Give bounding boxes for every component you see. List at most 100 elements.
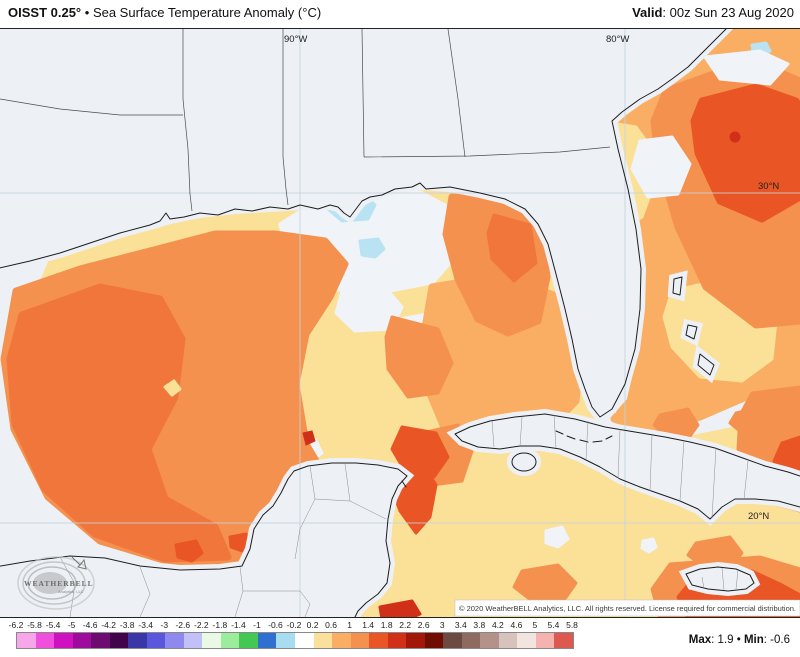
colorbar-tick: -1 — [253, 620, 261, 630]
colorbar-cell — [387, 633, 407, 648]
colorbar-cell — [294, 633, 314, 648]
bahama-bank-yellow — [696, 297, 720, 326]
valid-time: Valid: 00z Sun 23 Aug 2020 — [632, 5, 794, 20]
colorbar-tick: 5.4 — [547, 620, 560, 630]
min-label: Min — [743, 634, 764, 646]
colorbar-tick: -5 — [67, 620, 76, 630]
valid-label: Valid — [632, 5, 663, 20]
carib-white-1 — [544, 525, 570, 549]
label-30n: 30°N — [758, 181, 779, 192]
campeche-red-1 — [174, 539, 204, 563]
colorbar-tick: -0.2 — [286, 620, 302, 630]
colorbar-cell — [443, 633, 462, 648]
midgulf-red-blob — [390, 425, 450, 479]
colorbar-tick: 4.6 — [510, 620, 523, 630]
colorbar-tick: 0.6 — [325, 620, 337, 630]
colorbar-cell — [369, 633, 388, 648]
maxmin-dot: • — [733, 634, 744, 646]
logo-arrow-icon — [71, 556, 87, 570]
product-title: OISST 0.25° • Sea Surface Temperature An… — [8, 5, 321, 20]
graticule — [0, 29, 800, 617]
bahama-islet-coasts — [672, 276, 715, 376]
colorbar-cell — [554, 633, 573, 648]
panhandle-deep-core — [486, 213, 538, 283]
copyright-strip: © 2020 WeatherBELL Analytics, LLC. All r… — [454, 599, 800, 617]
colorbar-cell — [183, 633, 203, 648]
logo-wordmark: WEATHERBELL — [24, 579, 94, 588]
max-colon: : — [711, 634, 718, 646]
mexico-coastline — [0, 462, 408, 620]
map-canvas: 90°W 80°W 30°N 20°N WEATHERBELL Analytic… — [0, 19, 800, 624]
colorbar-tick: -1.4 — [231, 620, 246, 630]
colorbar-cell — [54, 633, 73, 648]
central-gulf-orange-tongue — [384, 315, 454, 399]
colorbar-tick: 2.6 — [417, 620, 430, 630]
label-80w: 80°W — [606, 34, 629, 45]
colorbar-cell — [202, 633, 221, 648]
atlantic-white-2 — [703, 49, 790, 86]
colorbar-tick: -0.6 — [268, 620, 283, 630]
colorbar-tick: -3 — [160, 620, 169, 630]
colorbar-cell — [332, 633, 351, 648]
min-colon: : — [763, 634, 771, 646]
label-90w: 90°W — [284, 34, 307, 45]
colorbar-tick: -3.8 — [119, 620, 135, 630]
midgulf-dark-speck — [302, 430, 316, 446]
colorbar-cell — [17, 633, 36, 648]
colorbar-tick: 4.2 — [491, 620, 504, 630]
copyright-text: © 2020 WeatherBELL Analytics, LLC. All r… — [459, 605, 796, 613]
colorbar-cell — [517, 633, 536, 648]
min-value: -0.6 — [770, 634, 790, 646]
max-min-readout: Max: 1.9 • Min: -0.6 — [689, 634, 790, 646]
delta-cyan-small — [358, 237, 386, 259]
sst-anomaly-map: 90°W 80°W 30°N 20°N WEATHERBELL Analytic… — [0, 19, 800, 624]
colorbar-cell — [535, 633, 555, 648]
colorbar-tick: 2.2 — [399, 620, 412, 630]
colorbar-tick: 1.8 — [380, 620, 393, 630]
colorbar-cell — [257, 633, 277, 648]
colorbar-tick: 5.8 — [566, 620, 578, 630]
product-subtitle: Sea Surface Temperature Anomaly (°C) — [92, 5, 322, 20]
atlantic-white-1 — [630, 135, 692, 199]
atlantic-red-core — [690, 83, 800, 223]
carib-white-2 — [640, 537, 658, 554]
colorbar-tick: 5 — [532, 620, 538, 630]
colorbar-zone: -6.2 -5.8 -5.4 -5 -4.6 -4.2 -3.8 -3.4 -3 -2.6 -2.2… — [0, 618, 800, 657]
logo-subtext: Analytics, LLC — [58, 589, 84, 594]
weatherbell-logo: WEATHERBELL Analytics, LLC — [17, 556, 95, 610]
colorbar-cell — [498, 633, 518, 648]
colorbar-tick: -5.4 — [45, 620, 61, 630]
colorbar-tick: -1.8 — [212, 620, 228, 630]
valid-colon: : — [662, 5, 670, 20]
colorbar-cell — [128, 633, 147, 648]
cuba-coastline — [454, 413, 800, 520]
colorbar-tick: 0.2 — [306, 620, 319, 630]
colorbar-cell — [109, 633, 129, 648]
colorbar-cell — [461, 633, 481, 648]
max-value: 1.9 — [717, 634, 734, 646]
isla-juventud-coast — [511, 452, 537, 472]
colorbar-tick: 3 — [439, 620, 445, 630]
colorbar-cell — [313, 633, 333, 648]
colorbar-tick: -2.2 — [194, 620, 209, 630]
colorbar-cell — [220, 633, 240, 648]
colorbar-cell — [424, 633, 444, 648]
colorbar-cell — [239, 633, 258, 648]
colorbar-cell — [406, 633, 425, 648]
colorbar-tick: 1.4 — [362, 620, 375, 630]
atlantic-dark-red-dot — [729, 131, 741, 143]
colorbar-tick: 3.4 — [454, 620, 467, 630]
max-label: Max — [688, 634, 712, 646]
colorbar-cell — [165, 633, 184, 648]
header-bar: OISST 0.25° • Sea Surface Temperature An… — [0, 0, 800, 28]
colorbar-tick: -5.8 — [27, 620, 42, 630]
colorbar-tick: -2.6 — [175, 620, 191, 630]
state-borders — [0, 28, 611, 212]
colorbar-cell — [91, 633, 110, 648]
valid-value: 00z Sun 23 Aug 2020 — [669, 5, 794, 20]
colorbar-cell — [276, 633, 295, 648]
label-20n: 20°N — [748, 511, 769, 522]
colorbar-cell — [480, 633, 499, 648]
cuba-province-borders — [491, 414, 749, 591]
